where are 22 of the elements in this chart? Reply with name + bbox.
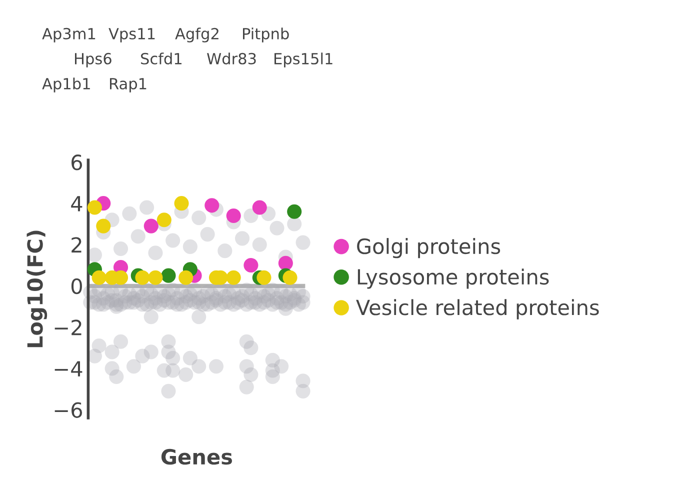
y-tick-label: 2 [72, 237, 82, 253]
y-tick-label: −6 [54, 402, 82, 418]
legend-label: Golgi proteins [357, 238, 500, 258]
y-tick-label: 6 [72, 154, 82, 170]
text: Pitpnb [243, 28, 289, 42]
y-tick-label: 4 [71, 196, 82, 212]
legend-label: Lysosome proteins [358, 268, 549, 289]
text: Eps15l1 [274, 52, 332, 68]
y-tick-label: −4 [54, 361, 82, 376]
text: Wdr83 [207, 52, 256, 64]
x-axis-title: Genes [161, 448, 232, 465]
y-tick-label: −2 [54, 320, 82, 336]
text: Scfd1 [141, 52, 182, 64]
text: Ap1b1 [42, 78, 90, 92]
text: Hps6 [75, 52, 112, 68]
text: Vps11 [108, 28, 155, 42]
legend-label: Vesicle related proteins [356, 299, 599, 320]
text: Agfg2 [175, 28, 218, 42]
y-tick-label: 0 [71, 278, 82, 294]
text: Ap3m1 [42, 28, 96, 42]
y-axis-title: Log10(FC) [26, 230, 48, 348]
text: Rap1 [110, 78, 146, 92]
